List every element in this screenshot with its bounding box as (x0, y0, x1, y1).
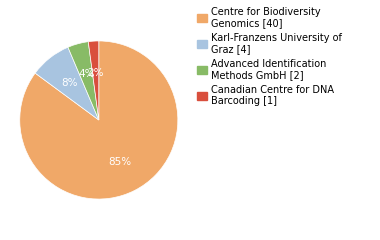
Text: 4%: 4% (78, 69, 95, 79)
Wedge shape (20, 41, 178, 199)
Wedge shape (35, 47, 99, 120)
Text: 8%: 8% (61, 78, 78, 88)
Wedge shape (68, 42, 99, 120)
Wedge shape (88, 41, 99, 120)
Legend: Centre for Biodiversity
Genomics [40], Karl-Franzens University of
Graz [4], Adv: Centre for Biodiversity Genomics [40], K… (195, 5, 344, 108)
Text: 2%: 2% (87, 68, 104, 78)
Text: 85%: 85% (109, 157, 132, 167)
